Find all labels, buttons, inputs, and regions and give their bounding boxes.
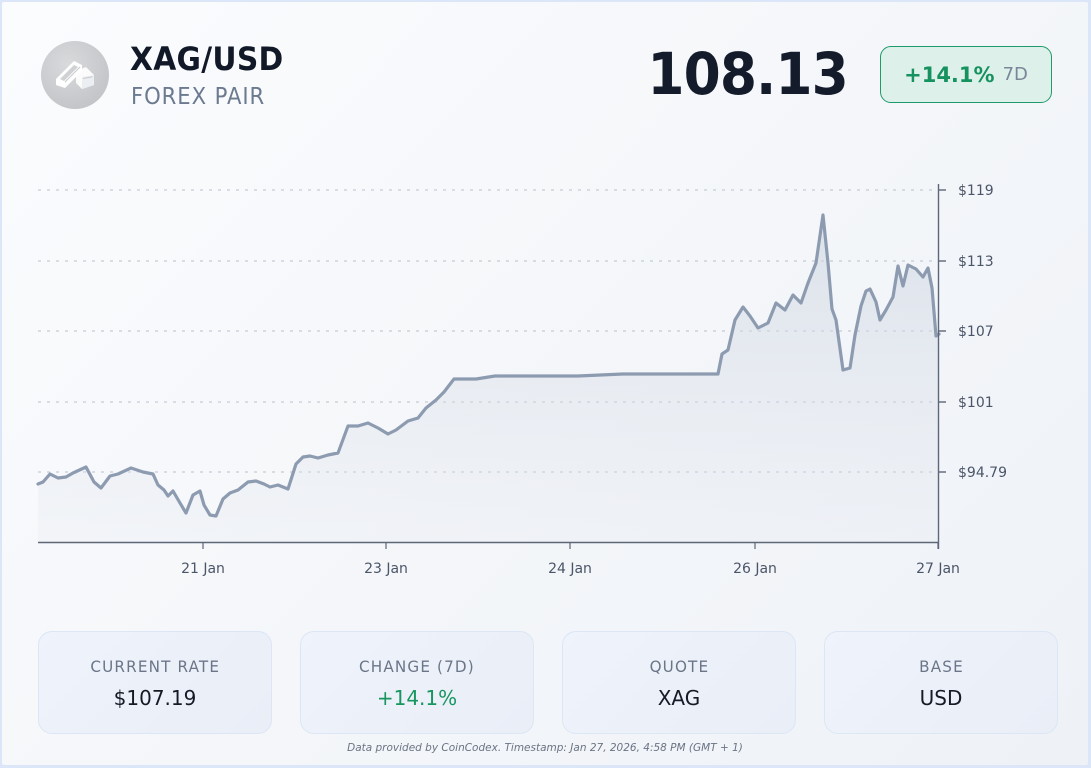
x-tick-label: 24 Jan: [548, 561, 592, 577]
x-tick-label: 27 Jan: [916, 561, 960, 577]
stat-value: $107.19: [113, 686, 197, 710]
stat-label: QUOTE: [649, 657, 709, 676]
y-tick-label: $94.79: [958, 465, 1007, 481]
stats-row: CURRENT RATE $107.19 CHANGE (7D) +14.1% …: [38, 631, 1058, 734]
change-period: 7D: [1002, 64, 1028, 85]
stat-label: BASE: [918, 657, 964, 676]
y-tick-label: $101: [958, 395, 994, 411]
y-tick-label: $119: [958, 183, 994, 199]
stat-change-7d: CHANGE (7D) +14.1%: [300, 631, 534, 734]
stat-base: BASE USD: [824, 631, 1058, 734]
silver-bars-icon: [41, 41, 109, 109]
price-line: [36, 213, 941, 518]
stat-value: USD: [919, 686, 963, 710]
pair-subtitle: FOREX PAIR: [131, 84, 266, 110]
x-tick-label: 21 Jan: [181, 561, 225, 577]
y-tick-label: $113: [958, 254, 994, 270]
price-chart: $119 $113 $107 $101 $94.79 21 Jan 23 Jan 24 Ja…: [36, 183, 1007, 577]
change-badge: +14.1% 7D: [880, 46, 1052, 103]
x-axis-ticks: 21 Jan 23 Jan 24 Jan 26 Jan 27 Jan: [181, 542, 960, 577]
x-tick-label: 23 Jan: [364, 561, 408, 577]
data-attribution: Data provided by CoinCodex. Timestamp: J…: [347, 742, 743, 754]
stat-value: +14.1%: [376, 686, 458, 710]
stat-label: CHANGE (7D): [359, 657, 475, 676]
stat-value: XAG: [657, 686, 701, 710]
current-price: 108.13: [647, 40, 849, 108]
y-axis-ticks: $119 $113 $107 $101 $94.79: [938, 183, 1007, 481]
stat-label: CURRENT RATE: [90, 657, 220, 676]
stat-quote: QUOTE XAG: [562, 631, 796, 734]
header: XAG/USD FOREX PAIR 108.13 +14.1% 7D: [2, 2, 1088, 142]
y-tick-label: $107: [958, 324, 994, 340]
x-tick-label: 26 Jan: [733, 561, 777, 577]
stat-current-rate: CURRENT RATE $107.19: [38, 631, 272, 734]
change-value: +14.1%: [904, 62, 995, 87]
pair-title: XAG/USD: [130, 40, 284, 78]
